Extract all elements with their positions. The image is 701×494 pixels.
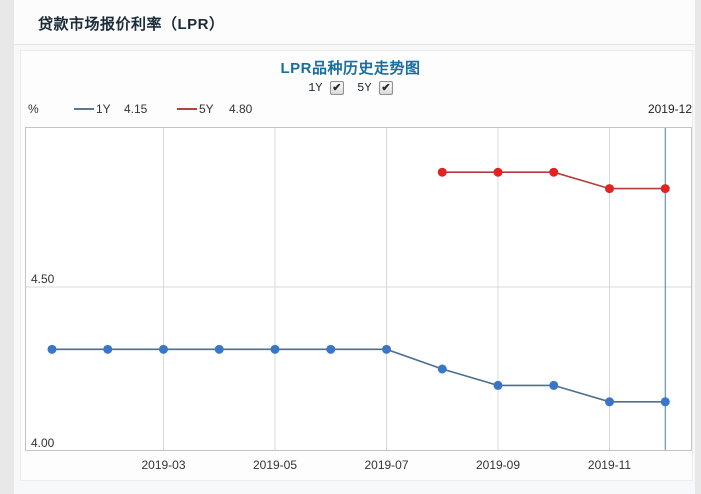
- 1y-line-swatch-icon: [74, 107, 94, 110]
- legend-value-5y: 4.80: [229, 102, 253, 116]
- data-point-1y: [493, 380, 503, 390]
- series-line-1y: [52, 348, 666, 403]
- x-tick-label: 2019-05: [253, 458, 297, 472]
- data-point-5y: [549, 167, 559, 177]
- data-point-5y: [605, 184, 614, 194]
- checkbox-item-1y: 1Y ✔: [308, 80, 344, 95]
- data-point-5y: [493, 167, 503, 177]
- data-point-5y: [660, 184, 670, 194]
- data-point-1y: [660, 397, 670, 407]
- x-tick-label: 2019-09: [476, 458, 520, 472]
- 5y-line-swatch-icon: [177, 107, 197, 110]
- checkbox-label-1y: 1Y: [308, 80, 323, 95]
- checkbox-1y[interactable]: ✔: [329, 80, 344, 95]
- data-point-1y: [605, 397, 614, 407]
- plot-svg: 2019-03 2019-05 2019-07 2019-09 2019-11 4.50 4…: [25, 127, 692, 472]
- data-point-1y: [159, 344, 168, 354]
- legend-item-5y: 5Y: [177, 102, 214, 116]
- plot-area: [25, 127, 692, 451]
- x-tick-label: 2019-03: [141, 458, 185, 472]
- data-point-5y: [437, 167, 447, 177]
- x-tick-label: 2019-11: [588, 458, 631, 472]
- data-point-1y: [270, 344, 280, 354]
- legend-label-1y: 1Y: [96, 102, 111, 116]
- page-title: 贷款市场报价利率（LPR）: [38, 16, 225, 33]
- data-point-1y: [47, 344, 57, 354]
- current-date-label: 2019-12: [647, 102, 692, 116]
- legend-row: % 1Y 4.15 5Y 4.80 2019-12: [25, 101, 693, 117]
- series-checkbox-row: 1Y ✔ 5Y ✔: [0, 80, 701, 95]
- y-axis-unit-label: %: [28, 102, 39, 116]
- legend-item-1y: 1Y: [74, 102, 111, 116]
- data-point-1y: [437, 364, 447, 374]
- checkbox-item-5y: 5Y ✔: [357, 80, 393, 95]
- page-header: 贷款市场报价利率（LPR）: [14, 0, 695, 45]
- data-point-1y: [382, 344, 391, 354]
- data-point-1y: [549, 380, 559, 390]
- checkbox-5y[interactable]: ✔: [378, 80, 393, 95]
- checkbox-label-5y: 5Y: [357, 80, 372, 95]
- y-tick-label: 4.50: [31, 272, 55, 286]
- x-tick-label: 2019-07: [364, 458, 408, 472]
- legend-label-5y: 5Y: [199, 102, 214, 116]
- data-point-1y: [326, 344, 336, 354]
- data-point-1y: [214, 344, 224, 354]
- legend-value-1y: 4.15: [124, 102, 148, 116]
- data-point-1y: [103, 344, 113, 354]
- lpr-trend-plot[interactable]: 2019-03 2019-05 2019-07 2019-09 2019-11 4.50 4…: [25, 127, 693, 473]
- y-tick-label: 4.00: [31, 436, 55, 450]
- chart-title: LPR品种历史走势图: [280, 60, 421, 77]
